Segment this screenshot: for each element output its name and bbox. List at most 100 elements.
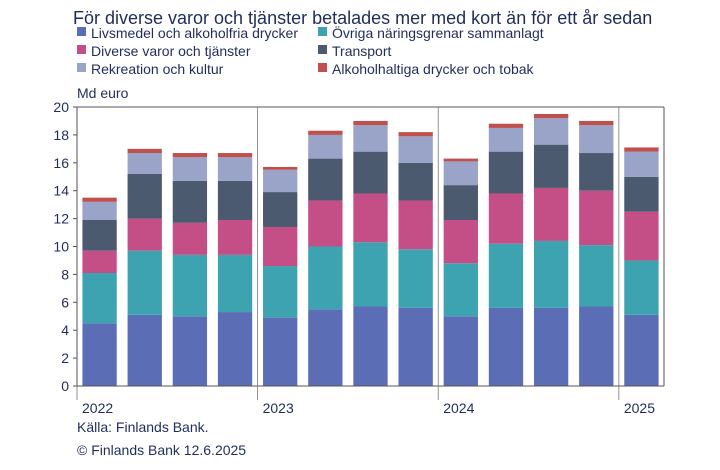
bar-segment [308,246,343,310]
bar-segment [82,323,117,386]
y-tick-label: 12 [53,211,69,227]
legend: Livsmedel och alkoholfria drycker Övriga … [77,24,544,77]
bar-segment [127,314,162,386]
bar-segment [579,245,614,307]
bar-segment [398,307,433,386]
bar-segment [398,200,433,250]
bar-segment [579,120,614,126]
bar-segment [533,307,569,386]
bar-segment [624,147,659,152]
bar-segment [263,317,298,386]
bar-segment [624,151,659,177]
bar-segment [398,162,433,201]
legend-label: Rekreation och kultur [91,61,224,77]
y-axis-label: Md euro [77,85,129,101]
legend-label: Livsmedel och alkoholfria drycker [91,25,298,41]
bar-segment [353,306,388,386]
bar-segment [443,263,478,317]
bar-segment [217,312,253,386]
bar-segment [624,260,659,315]
bar-segment [82,250,117,274]
bar-segment [217,254,253,313]
bar-segment [353,151,388,194]
bar-segment [263,226,298,267]
y-tick-label: 2 [61,350,69,366]
bar-segment [443,161,478,186]
bar-segment [82,220,117,251]
bar-segment [217,157,253,181]
y-tick-label: 6 [61,294,69,310]
legend-swatch [77,27,86,36]
bar-segment [443,185,478,220]
y-tick-label: 10 [53,239,69,255]
bar-segment [398,136,433,163]
bar-segment [217,220,253,255]
y-tick-label: 20 [53,99,69,115]
bar-segment [308,200,343,247]
bar-segment [398,249,433,308]
bar-segment [127,153,162,174]
bar-segment [172,157,208,181]
bar-segment [263,192,298,227]
bar-segment [353,120,388,126]
bar-segment [488,243,524,308]
bar-segment [127,148,162,154]
legend-label: Diverse varor och tjänster [91,43,251,59]
bar-segment [263,169,298,193]
bar-segment [443,220,478,264]
legend-swatch [318,63,327,72]
bar-segment [217,153,253,158]
year-label: 2023 [263,400,294,416]
bar-segment [533,118,569,145]
bar-segment [443,158,478,162]
bar-segment [488,151,524,194]
bar-segment [172,222,208,255]
bar-segment [263,166,298,170]
bar-segment [579,190,614,246]
y-tick-label: 16 [53,155,69,171]
copyright-note: © Finlands Bank 12.6.2025 [77,442,246,458]
bar-segment [353,125,388,152]
bar-segment [308,130,343,135]
bar-segment [533,144,569,188]
legend-swatch [318,45,327,54]
plot-area: 0 2 4 6 8 10 12 14 16 18 20 2022 2023 2024 2025 [53,99,665,416]
bar-segment [579,306,614,386]
bar-segment [127,218,162,251]
source-note: Källa: Finlands Bank. [77,419,209,435]
bar-segment [127,250,162,315]
bar-segment [172,316,208,386]
y-tick-label: 18 [53,127,69,143]
bar-segment [172,254,208,317]
bar-segment [488,307,524,386]
legend-swatch [77,45,86,54]
bar-segment [443,316,478,386]
bar-segment [82,273,117,324]
bar-segment [624,211,659,261]
y-tick-label: 4 [61,322,69,338]
bar-segment [308,158,343,201]
y-tick-label: 8 [61,266,69,282]
legend-swatch [77,63,86,72]
bar-segment [579,153,614,191]
bar-segment [353,193,388,243]
bar-segment [533,187,569,241]
bar-segment [488,193,524,244]
bar-segment [624,314,659,386]
legend-label: Transport [332,43,392,59]
bar-segment [624,176,659,212]
bar-segment [488,123,524,128]
chart-title: För diverse varor och tjänster betalades… [73,8,652,28]
bar-segment [217,180,253,220]
legend-swatch [318,27,327,36]
bar-segment [579,125,614,154]
bar-segment [533,240,569,308]
bar-segment [353,242,388,307]
year-label: 2022 [82,400,113,416]
y-tick-label: 0 [61,378,69,394]
bar-segment [308,309,343,386]
bar-segment [172,153,208,158]
year-label: 2025 [624,400,655,416]
y-tick-label: 14 [53,183,69,199]
